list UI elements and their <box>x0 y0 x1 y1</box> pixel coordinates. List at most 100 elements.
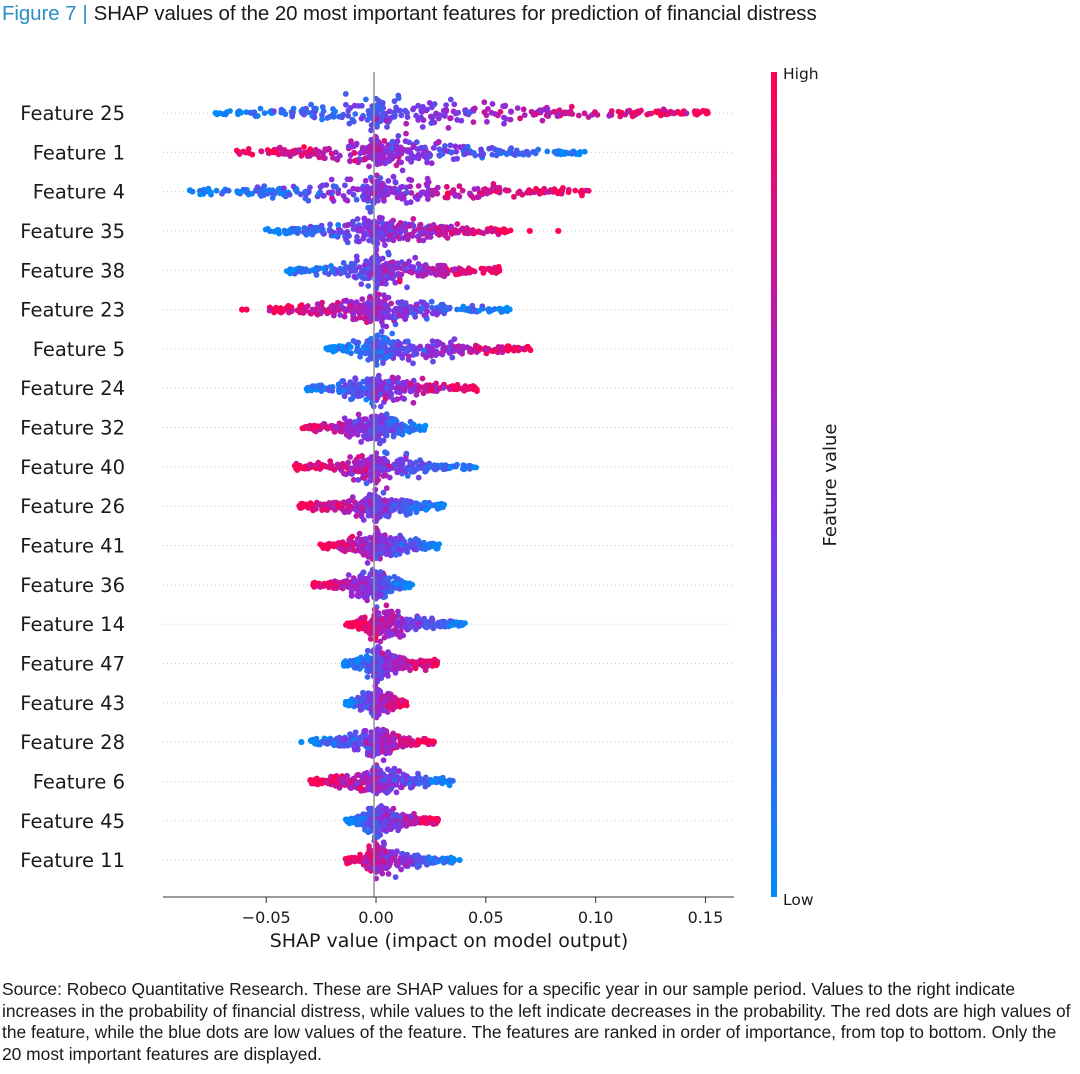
shap-dot <box>360 505 366 512</box>
shap-dot <box>419 124 426 130</box>
shap-dot <box>511 193 517 200</box>
shap-dot <box>385 251 392 258</box>
shap-dot <box>306 268 313 275</box>
shap-dot <box>353 316 359 322</box>
shap-dot <box>320 306 327 313</box>
shap-dot <box>403 307 409 314</box>
shap-dot <box>418 114 424 121</box>
shap-dot <box>404 189 410 196</box>
shap-dot <box>309 306 316 313</box>
shap-dot <box>455 228 462 235</box>
shap-dot <box>361 308 367 315</box>
shap-dot <box>499 228 505 235</box>
shap-dot <box>374 178 380 185</box>
shap-dot <box>576 151 583 158</box>
shap-dot <box>381 634 388 641</box>
shap-dot <box>408 190 415 196</box>
shap-dot <box>516 188 523 195</box>
shap-dot <box>670 110 677 117</box>
shap-dot <box>344 229 351 235</box>
shap-dot <box>351 273 358 280</box>
shap-dot <box>405 338 411 345</box>
shap-dot <box>382 335 389 341</box>
shap-dot <box>407 624 414 631</box>
shap-dot <box>471 464 478 471</box>
shap-dot <box>360 268 366 274</box>
shap-dot <box>399 461 406 467</box>
shap-dot <box>429 310 436 317</box>
shap-dot <box>389 384 395 391</box>
shap-dot <box>375 297 382 304</box>
shap-dot <box>401 386 408 392</box>
shap-dot <box>382 609 389 616</box>
shap-dot <box>376 377 383 384</box>
shap-dot <box>289 113 296 120</box>
shap-dot <box>496 148 503 155</box>
shap-dot <box>517 115 523 122</box>
shap-dot <box>259 191 266 198</box>
shap-dot <box>543 112 550 119</box>
shap-dot <box>273 149 279 155</box>
shap-dot <box>451 101 458 108</box>
shap-dot <box>424 308 431 315</box>
shap-dot <box>657 112 664 119</box>
shap-dot <box>370 304 376 311</box>
shap-dot <box>326 146 332 153</box>
shap-dot <box>319 542 326 549</box>
shap-dot <box>282 111 289 118</box>
shap-dot <box>378 107 385 113</box>
shap-dot <box>527 188 533 194</box>
shap-dot <box>426 226 432 232</box>
shap-dot <box>569 150 576 157</box>
shap-dot <box>501 114 507 121</box>
shap-dot <box>427 234 434 240</box>
shap-dot <box>332 108 338 115</box>
shap-dot <box>329 195 335 202</box>
shap-dot <box>456 183 463 190</box>
shap-dot <box>395 299 402 306</box>
shap-dot <box>428 160 435 167</box>
shap-dot <box>481 99 488 106</box>
shap-dot <box>429 345 436 352</box>
shap-dot <box>274 226 281 233</box>
shap-dot <box>490 181 497 187</box>
shap-dot <box>355 465 362 472</box>
shap-dot <box>411 426 418 432</box>
shap-dot <box>294 189 300 195</box>
shap-dot <box>415 151 422 158</box>
shap-dot <box>362 500 369 507</box>
shap-dot <box>443 183 450 190</box>
shap-dot <box>399 195 406 202</box>
shap-dot <box>471 105 478 112</box>
shap-dot <box>305 150 311 157</box>
shap-dot <box>457 144 463 151</box>
shap-dot <box>468 192 475 199</box>
shap-dot <box>378 182 385 189</box>
shap-dot <box>361 385 367 391</box>
shap-dot <box>429 464 436 471</box>
shap-dot <box>378 116 385 123</box>
shap-outlier-dot <box>526 227 533 235</box>
shap-dot <box>524 343 531 350</box>
shap-dot <box>346 120 353 127</box>
shap-dot <box>316 154 323 161</box>
shap-dot <box>361 594 368 601</box>
shap-dot <box>448 223 455 230</box>
shap-dot <box>315 191 322 197</box>
shap-dot <box>365 587 372 594</box>
shap-dot <box>470 119 477 125</box>
shap-dot <box>319 299 325 306</box>
shap-dot <box>453 148 459 155</box>
shap-dot <box>335 381 342 388</box>
shap-dot <box>328 176 335 183</box>
shap-dot <box>392 321 399 328</box>
shap-dot <box>367 318 374 325</box>
shap-dot <box>388 630 395 636</box>
shap-dot <box>301 305 308 312</box>
shap-dot <box>319 104 326 110</box>
shap-dot <box>391 502 398 509</box>
shap-dot <box>435 139 442 146</box>
shap-dot <box>360 569 367 576</box>
shap-dot <box>336 113 342 120</box>
shap-dot <box>544 106 551 112</box>
